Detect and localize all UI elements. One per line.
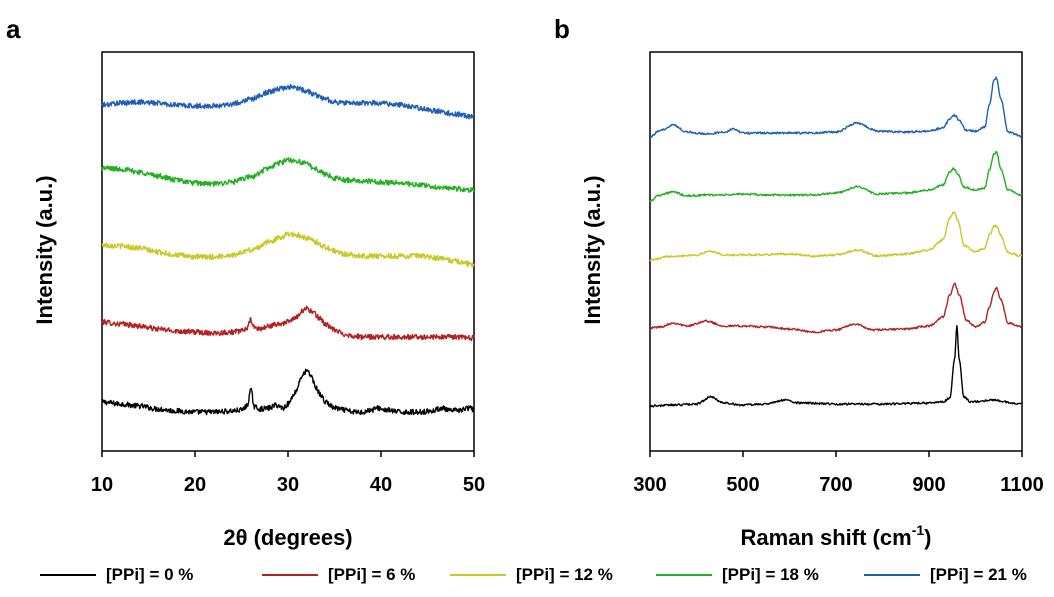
panel-b-x-axis-label-main: Raman shift (cm [741, 525, 912, 550]
panel-b-x-tick-label-0: 300 [633, 474, 666, 496]
panel-a-x-tick-label-4: 50 [463, 474, 485, 496]
panel-b-x-tick-label-2: 700 [819, 474, 852, 496]
legend: [PPi] = 0 % [PPi] = 6 % [PPi] = 12 % [PPi] … [40, 565, 1027, 584]
panel-a-series-line-0 [101, 368, 475, 416]
legend-label-0: [PPi] = 0 % [106, 565, 193, 584]
legend-label-3: [PPi] = 18 % [722, 565, 819, 584]
panel-a-series-line-2 [101, 231, 475, 268]
legend-label-2: [PPi] = 12 % [516, 565, 613, 584]
panel-a-x-tick-label-0: 10 [91, 474, 113, 496]
panel-a-x-tick-label-2: 30 [277, 474, 299, 496]
panel-a: a 10 20 30 40 50 2θ (degrees) Intensity (a.u… [6, 14, 485, 550]
panel-b-y-axis-label: Intensity (a.u.) [580, 175, 605, 324]
panel-b-x-axis-label-superscript: -1 [912, 522, 925, 538]
panel-a-series-line-3 [101, 157, 475, 194]
panel-b-x-axis-label-end: ) [924, 525, 931, 550]
panel-b-letter: b [554, 14, 570, 44]
legend-label-1: [PPi] = 6 % [328, 565, 415, 584]
panel-b-series-line-0 [649, 324, 1023, 408]
panel-b-x-tick-label-3: 900 [912, 474, 945, 496]
panel-a-series-line-4 [101, 83, 475, 120]
legend-label-4: [PPi] = 21 % [930, 565, 1027, 584]
panel-a-y-axis-label: Intensity (a.u.) [32, 175, 57, 324]
panel-b-series-group [649, 76, 1023, 408]
panel-b-x-axis-label: Raman shift (cm-1) [741, 522, 932, 550]
panel-a-x-axis-label: 2θ (degrees) [223, 525, 352, 550]
panel-b-series-line-3 [649, 150, 1023, 203]
panel-a-series-group [101, 83, 475, 416]
panel-a-x-ticks: 10 20 30 40 50 [91, 451, 485, 496]
panel-b: b 300 500 700 900 1100 Raman shift (cm-1) In… [554, 14, 1044, 550]
panel-b-x-ticks: 300 500 700 900 1100 [633, 451, 1044, 496]
panel-a-x-tick-label-1: 20 [184, 474, 206, 496]
panel-a-series-line-1 [101, 305, 475, 342]
panel-a-x-tick-label-3: 40 [370, 474, 392, 496]
panel-b-x-tick-label-1: 500 [726, 474, 759, 496]
panel-b-series-line-1 [649, 282, 1023, 334]
panel-b-x-tick-label-4: 1100 [1000, 474, 1043, 496]
panel-b-series-line-4 [649, 76, 1023, 139]
panel-b-series-line-2 [649, 211, 1023, 262]
panel-a-letter: a [6, 14, 21, 44]
